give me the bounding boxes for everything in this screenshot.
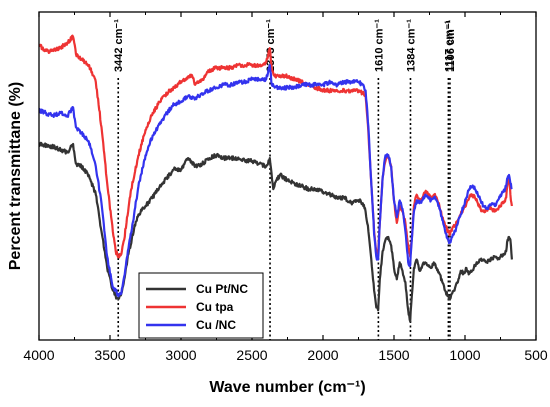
legend: Cu Pt/NC Cu tpa Cu /NC xyxy=(138,272,264,339)
peak-label: 1384 cm⁻¹ xyxy=(405,19,417,72)
x-tick-label: 3000 xyxy=(165,347,196,363)
series-line xyxy=(39,63,513,298)
legend-box xyxy=(138,272,264,339)
legend-label: Cu Pt/NC xyxy=(196,282,248,296)
x-tick-label: 1000 xyxy=(449,347,480,363)
peak-markers: 3442 cm⁻¹ 2373 cm⁻¹ 1610 cm⁻¹ 1384 cm⁻¹ 1117… xyxy=(113,19,457,340)
x-tick-label: 2000 xyxy=(307,347,338,363)
series-line xyxy=(39,34,513,259)
x-tick-label: 4000 xyxy=(23,347,54,363)
x-tick-label: 1500 xyxy=(378,347,409,363)
legend-entries: Cu Pt/NC Cu tpa Cu /NC xyxy=(146,282,248,332)
series-lines xyxy=(39,34,513,323)
x-tick-label: 500 xyxy=(524,347,548,363)
peak-label: 1610 cm⁻¹ xyxy=(373,19,385,72)
x-axis-title: Wave number (cm⁻¹) xyxy=(209,379,365,396)
x-axis-ticks: 4000 3500 3000 2500 2000 1500 1000 500 xyxy=(23,12,548,363)
peak-label: 1117 cm⁻¹ xyxy=(443,20,455,72)
legend-label: Cu tpa xyxy=(196,300,234,314)
x-tick-label: 3500 xyxy=(94,347,125,363)
peak-label: 3442 cm⁻¹ xyxy=(113,19,125,72)
legend-label: Cu /NC xyxy=(196,318,236,332)
y-axis-title: Percent transmittane (%) xyxy=(7,82,24,271)
peak-label: 1106 cm⁻¹ xyxy=(445,19,457,72)
x-tick-label: 2500 xyxy=(236,347,267,363)
series-line xyxy=(39,141,513,323)
